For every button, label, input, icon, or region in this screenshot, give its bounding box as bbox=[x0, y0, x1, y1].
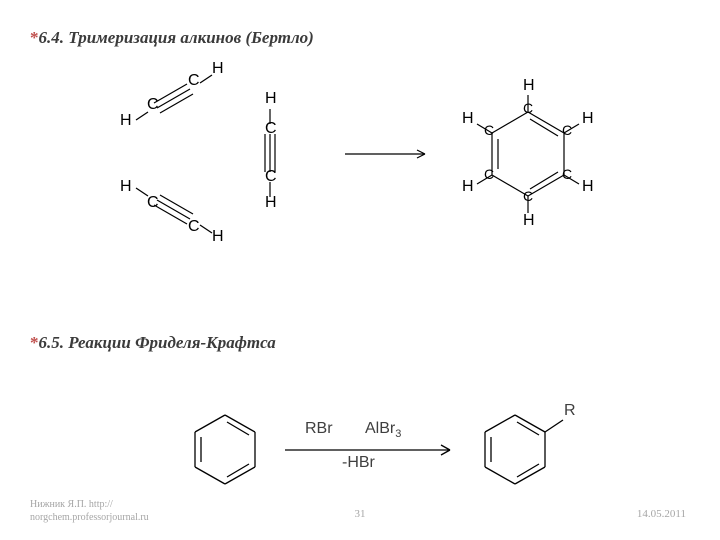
reaction-friedel-crafts: RBr AlBr3 -HBr R bbox=[170, 370, 600, 520]
atom-H: H bbox=[523, 77, 535, 95]
heading-6-5-text: 6.5. Реакции Фриделя-Крафтса bbox=[39, 333, 276, 352]
atom-H: H bbox=[120, 178, 132, 196]
footer-author: Нижник Я.П. http:// norgchem.professorjo… bbox=[30, 499, 149, 524]
atom-C: C bbox=[484, 166, 494, 182]
reagent-albr3-sub: 3 bbox=[395, 428, 401, 440]
atom-C: C bbox=[523, 188, 533, 204]
heading-6-4: *6.4. Тримеризация алкинов (Бертло) bbox=[30, 28, 314, 48]
atom-H: H bbox=[265, 90, 277, 108]
reaction-trimerization: H C C H H C C H H C C H H H H H H H C C … bbox=[100, 64, 620, 284]
footer-page-number: 31 bbox=[355, 508, 366, 520]
atom-C: C bbox=[562, 122, 572, 138]
atom-C: C bbox=[188, 72, 200, 90]
reagent-albr3: AlBr3 bbox=[365, 420, 401, 440]
atom-H: H bbox=[523, 212, 535, 230]
atom-H: H bbox=[582, 110, 594, 128]
asterisk-1: * bbox=[30, 28, 39, 47]
atom-H: H bbox=[462, 110, 474, 128]
atom-H: H bbox=[120, 112, 132, 130]
atom-H: H bbox=[265, 194, 277, 212]
heading-6-5: *6.5. Реакции Фриделя-Крафтса bbox=[30, 333, 276, 353]
asterisk-2: * bbox=[30, 333, 39, 352]
footer-author-line1: Нижник Я.П. http:// bbox=[30, 499, 113, 510]
atom-H: H bbox=[212, 60, 224, 78]
atom-C: C bbox=[265, 120, 277, 138]
atom-C: C bbox=[265, 168, 277, 186]
atom-H: H bbox=[462, 178, 474, 196]
reagent-albr3-base: AlBr bbox=[365, 420, 395, 437]
footer-date: 14.05.2011 bbox=[637, 508, 686, 520]
heading-6-4-text: 6.4. Тримеризация алкинов (Бертло) bbox=[39, 28, 314, 47]
atom-C: C bbox=[147, 96, 159, 114]
atom-H: H bbox=[212, 228, 224, 246]
substituent-r: R bbox=[564, 402, 576, 420]
footer-author-line2: norgchem.professorjournal.ru bbox=[30, 512, 149, 523]
atom-H: H bbox=[582, 178, 594, 196]
atom-C: C bbox=[562, 166, 572, 182]
atom-C: C bbox=[484, 122, 494, 138]
atom-C: C bbox=[147, 194, 159, 212]
atom-C: C bbox=[188, 218, 200, 236]
byproduct-hbr: -HBr bbox=[342, 454, 375, 472]
reagent-rbr: RBr bbox=[305, 420, 333, 438]
atom-C: C bbox=[523, 100, 533, 116]
